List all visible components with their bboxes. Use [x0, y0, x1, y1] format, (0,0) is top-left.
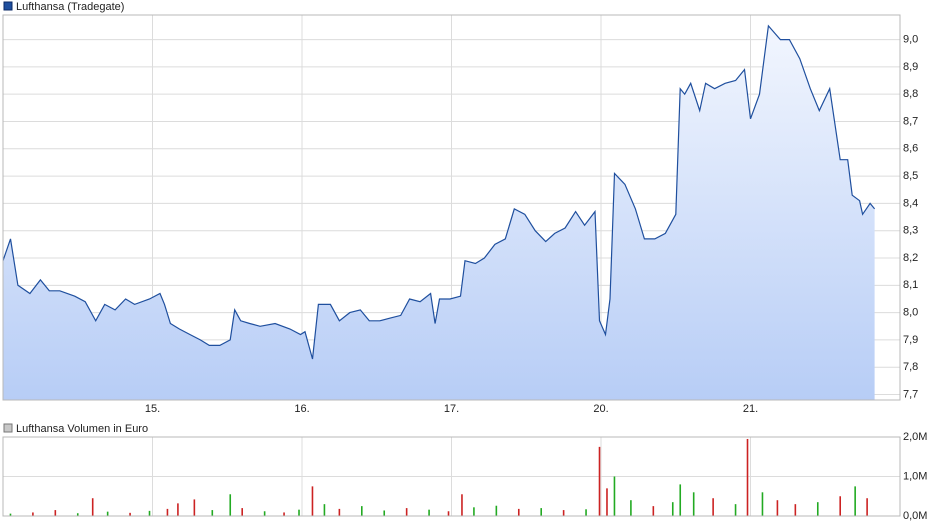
area-fill — [3, 25, 875, 401]
volume-bar — [405, 508, 408, 516]
volume-bar — [428, 509, 430, 516]
y-tick-label: 1,0M — [903, 470, 927, 482]
legend-label: Lufthansa (Tradegate) — [16, 1, 124, 13]
volume-bar — [746, 438, 749, 516]
y-tick-label: 8,4 — [903, 197, 918, 209]
x-tick-label: 21. — [743, 403, 758, 415]
y-tick-label: 8,8 — [903, 88, 918, 100]
legend-label: Lufthansa Volumen in Euro — [16, 423, 148, 435]
volume-bar — [229, 494, 232, 516]
volume-bar — [734, 504, 737, 516]
volume-bar — [323, 504, 326, 516]
volume-bar — [461, 494, 463, 516]
x-tick-label: 15. — [145, 403, 160, 415]
y-tick-label: 8,7 — [903, 115, 918, 127]
volume-bar — [692, 492, 695, 516]
y-tick-label: 8,1 — [903, 279, 918, 291]
y-tick-label: 9,0 — [903, 33, 918, 45]
volume-bar — [776, 500, 779, 516]
plot-frame — [2, 436, 901, 517]
volume-bar — [562, 510, 565, 516]
volume-bar — [32, 512, 34, 516]
volume-bar — [712, 498, 714, 516]
volume-bar — [606, 488, 608, 516]
legend-swatch — [3, 1, 13, 11]
volume-bar — [679, 484, 682, 516]
y-tick-label: 8,2 — [903, 252, 918, 264]
volume-bar — [540, 508, 542, 516]
volume-bar — [854, 486, 856, 516]
y-tick-label: 8,6 — [903, 143, 918, 155]
volume-bar — [447, 511, 450, 516]
volume-bar — [630, 500, 632, 516]
volume-bar — [76, 513, 79, 516]
volume-bar — [177, 503, 179, 516]
y-tick-label: 8,3 — [903, 225, 918, 237]
y-tick-label: 2,0M — [903, 431, 927, 443]
volume-bar — [361, 506, 363, 516]
volume-bar — [383, 510, 386, 516]
x-tick-label: 17. — [444, 403, 459, 415]
volume-bar — [166, 508, 169, 516]
y-tick-label: 0,0M — [903, 510, 927, 522]
volume-bar — [866, 498, 868, 516]
volume-bar — [106, 511, 109, 516]
volume-bar — [585, 509, 587, 516]
volume-bar — [241, 508, 243, 516]
y-tick-label: 8,9 — [903, 61, 918, 73]
y-tick-label: 8,5 — [903, 170, 918, 182]
volume-bar — [298, 509, 300, 516]
y-tick-label: 7,7 — [903, 388, 918, 400]
volume-bar — [671, 502, 674, 516]
price-line — [2, 24, 876, 360]
legend-swatch — [3, 423, 13, 433]
volume-bar — [517, 508, 520, 516]
y-tick-label: 7,9 — [903, 334, 918, 346]
volume-bar — [211, 510, 214, 516]
volume-bar — [283, 512, 285, 516]
volume-bar — [652, 506, 655, 516]
y-tick-label: 8,0 — [903, 307, 918, 319]
y-tick-label: 7,8 — [903, 361, 918, 373]
volume-bar — [129, 512, 131, 516]
volume-bar — [263, 511, 266, 516]
volume-bar — [91, 498, 94, 516]
plot-frame — [2, 14, 901, 401]
volume-bar — [54, 510, 57, 516]
volume-bar — [193, 499, 196, 516]
x-tick-label: 16. — [294, 403, 309, 415]
volume-bar — [761, 492, 764, 516]
volume-bar — [839, 496, 841, 516]
volume-bar — [338, 508, 341, 516]
volume-bar — [473, 507, 475, 516]
volume-bar — [9, 513, 12, 516]
volume-bar — [598, 446, 601, 516]
volume-bar — [311, 486, 314, 516]
volume-bar — [495, 505, 498, 516]
x-tick-label: 20. — [593, 403, 608, 415]
volume-bar — [794, 504, 797, 516]
volume-bar — [816, 502, 819, 516]
volume-bar — [148, 510, 151, 516]
volume-bar — [613, 476, 616, 516]
